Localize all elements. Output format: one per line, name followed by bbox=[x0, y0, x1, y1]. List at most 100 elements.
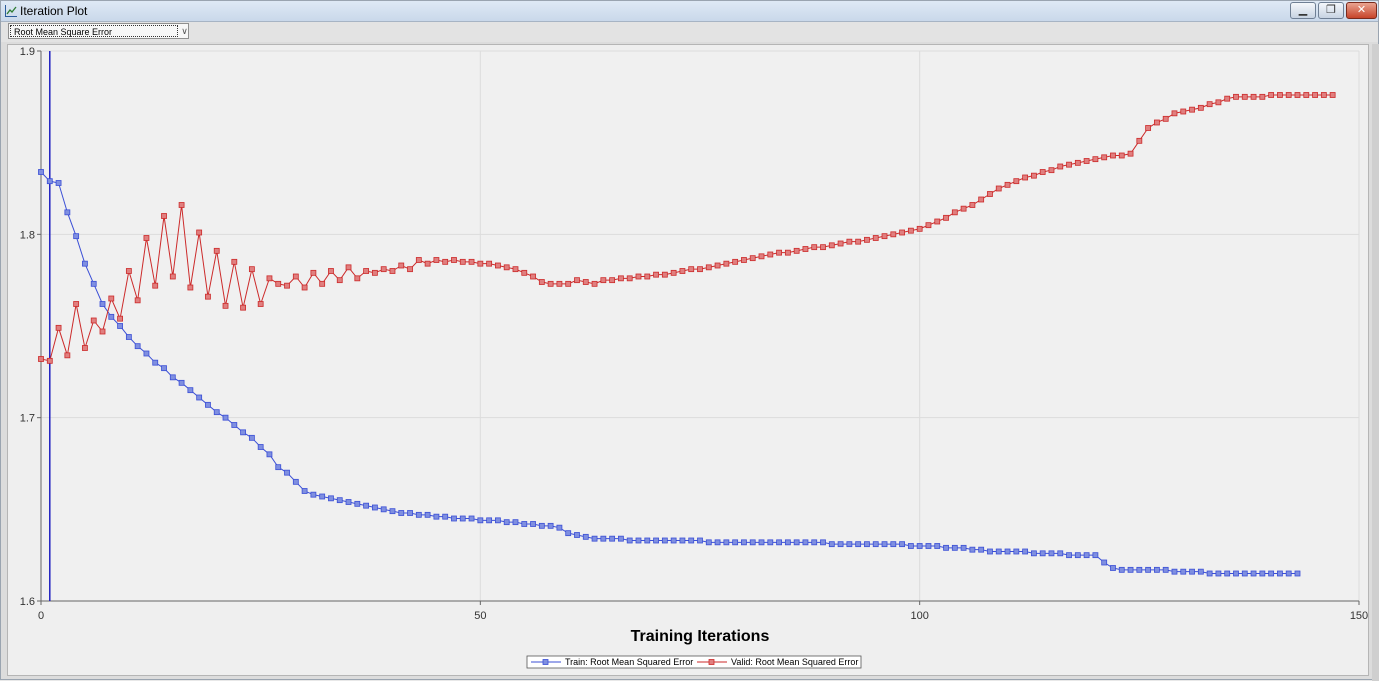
data-point[interactable] bbox=[125, 334, 132, 340]
data-point[interactable] bbox=[231, 422, 238, 428]
data-point[interactable] bbox=[503, 519, 510, 526]
data-point[interactable] bbox=[398, 262, 405, 269]
data-point[interactable] bbox=[1224, 95, 1231, 102]
data-point[interactable] bbox=[275, 280, 282, 287]
data-point[interactable] bbox=[1171, 568, 1178, 575]
data-point[interactable] bbox=[582, 533, 589, 540]
data-point[interactable] bbox=[38, 169, 44, 175]
data-point[interactable] bbox=[328, 495, 334, 502]
data-point[interactable] bbox=[591, 535, 598, 542]
data-point[interactable] bbox=[1215, 570, 1222, 577]
data-point[interactable] bbox=[1241, 570, 1248, 577]
data-point[interactable] bbox=[1136, 566, 1143, 573]
data-point[interactable] bbox=[1154, 119, 1160, 126]
data-point[interactable] bbox=[1277, 570, 1283, 577]
data-point[interactable] bbox=[1101, 154, 1108, 161]
data-point[interactable] bbox=[1118, 566, 1125, 573]
data-point[interactable] bbox=[714, 262, 721, 269]
data-point[interactable] bbox=[1189, 568, 1195, 575]
data-point[interactable] bbox=[1004, 548, 1011, 555]
data-point[interactable] bbox=[1013, 178, 1020, 185]
data-point[interactable] bbox=[697, 266, 703, 273]
data-point[interactable] bbox=[1224, 570, 1231, 577]
data-point[interactable] bbox=[459, 515, 466, 522]
data-point[interactable] bbox=[99, 328, 106, 335]
data-point[interactable] bbox=[1022, 548, 1029, 555]
data-point[interactable] bbox=[907, 227, 914, 234]
data-point[interactable] bbox=[705, 539, 712, 546]
data-point[interactable] bbox=[846, 541, 853, 548]
data-point[interactable] bbox=[1268, 92, 1275, 98]
data-point[interactable] bbox=[635, 537, 642, 544]
data-point[interactable] bbox=[1294, 92, 1301, 98]
data-point[interactable] bbox=[872, 235, 879, 241]
data-point[interactable] bbox=[1233, 93, 1239, 100]
legend-item-valid[interactable]: Valid: Root Mean Squared Error bbox=[697, 657, 858, 667]
data-point[interactable] bbox=[600, 535, 607, 542]
data-point[interactable] bbox=[934, 218, 941, 225]
data-point[interactable] bbox=[1074, 552, 1081, 559]
data-point[interactable] bbox=[1013, 548, 1020, 555]
data-point[interactable] bbox=[951, 209, 958, 216]
data-point[interactable] bbox=[521, 521, 528, 527]
data-point[interactable] bbox=[556, 280, 563, 287]
data-point[interactable] bbox=[828, 242, 835, 249]
data-point[interactable] bbox=[749, 255, 756, 262]
data-point[interactable] bbox=[1268, 570, 1275, 577]
data-point[interactable] bbox=[196, 394, 203, 401]
data-point[interactable] bbox=[477, 260, 484, 267]
data-point[interactable] bbox=[1329, 92, 1336, 98]
data-point[interactable] bbox=[292, 273, 299, 280]
data-point[interactable] bbox=[978, 546, 985, 553]
data-point[interactable] bbox=[758, 539, 765, 546]
data-point[interactable] bbox=[521, 269, 528, 276]
data-point[interactable] bbox=[468, 258, 475, 265]
data-point[interactable] bbox=[495, 262, 501, 269]
data-point[interactable] bbox=[1110, 565, 1116, 571]
data-point[interactable] bbox=[916, 543, 923, 549]
data-point[interactable] bbox=[995, 185, 1002, 192]
data-point[interactable] bbox=[1294, 570, 1301, 577]
data-point[interactable] bbox=[1145, 125, 1152, 131]
data-point[interactable] bbox=[565, 280, 572, 287]
data-point[interactable] bbox=[864, 541, 870, 548]
data-point[interactable] bbox=[688, 266, 695, 273]
data-point[interactable] bbox=[714, 539, 721, 546]
data-point[interactable] bbox=[1171, 110, 1178, 117]
data-point[interactable] bbox=[161, 213, 167, 219]
data-point[interactable] bbox=[741, 539, 747, 546]
data-point[interactable] bbox=[837, 240, 844, 247]
data-point[interactable] bbox=[618, 275, 624, 282]
data-point[interactable] bbox=[776, 249, 782, 256]
data-point[interactable] bbox=[433, 257, 440, 263]
data-point[interactable] bbox=[916, 225, 923, 232]
data-point[interactable] bbox=[336, 277, 343, 284]
data-point[interactable] bbox=[820, 244, 826, 251]
data-point[interactable] bbox=[187, 284, 194, 291]
data-point[interactable] bbox=[723, 539, 730, 546]
data-point[interactable] bbox=[1320, 92, 1327, 98]
data-point[interactable] bbox=[248, 434, 255, 441]
data-point[interactable] bbox=[1074, 159, 1081, 166]
data-point[interactable] bbox=[538, 279, 545, 285]
data-point[interactable] bbox=[811, 244, 818, 251]
data-point[interactable] bbox=[811, 539, 818, 546]
data-point[interactable] bbox=[767, 251, 774, 258]
data-point[interactable] bbox=[600, 277, 607, 284]
data-point[interactable] bbox=[415, 257, 422, 263]
data-point[interactable] bbox=[925, 222, 932, 229]
data-point[interactable] bbox=[64, 352, 71, 359]
data-point[interactable] bbox=[732, 258, 739, 265]
data-point[interactable] bbox=[222, 414, 229, 421]
data-point[interactable] bbox=[653, 271, 659, 278]
data-point[interactable] bbox=[530, 521, 536, 527]
data-point[interactable] bbox=[846, 238, 853, 245]
data-point[interactable] bbox=[1285, 92, 1292, 98]
data-point[interactable] bbox=[82, 345, 88, 351]
data-point[interactable] bbox=[670, 269, 677, 276]
data-point[interactable] bbox=[1259, 570, 1266, 577]
data-point[interactable] bbox=[907, 543, 914, 549]
data-point[interactable] bbox=[424, 511, 431, 518]
data-point[interactable] bbox=[73, 233, 80, 240]
data-point[interactable] bbox=[143, 235, 150, 241]
